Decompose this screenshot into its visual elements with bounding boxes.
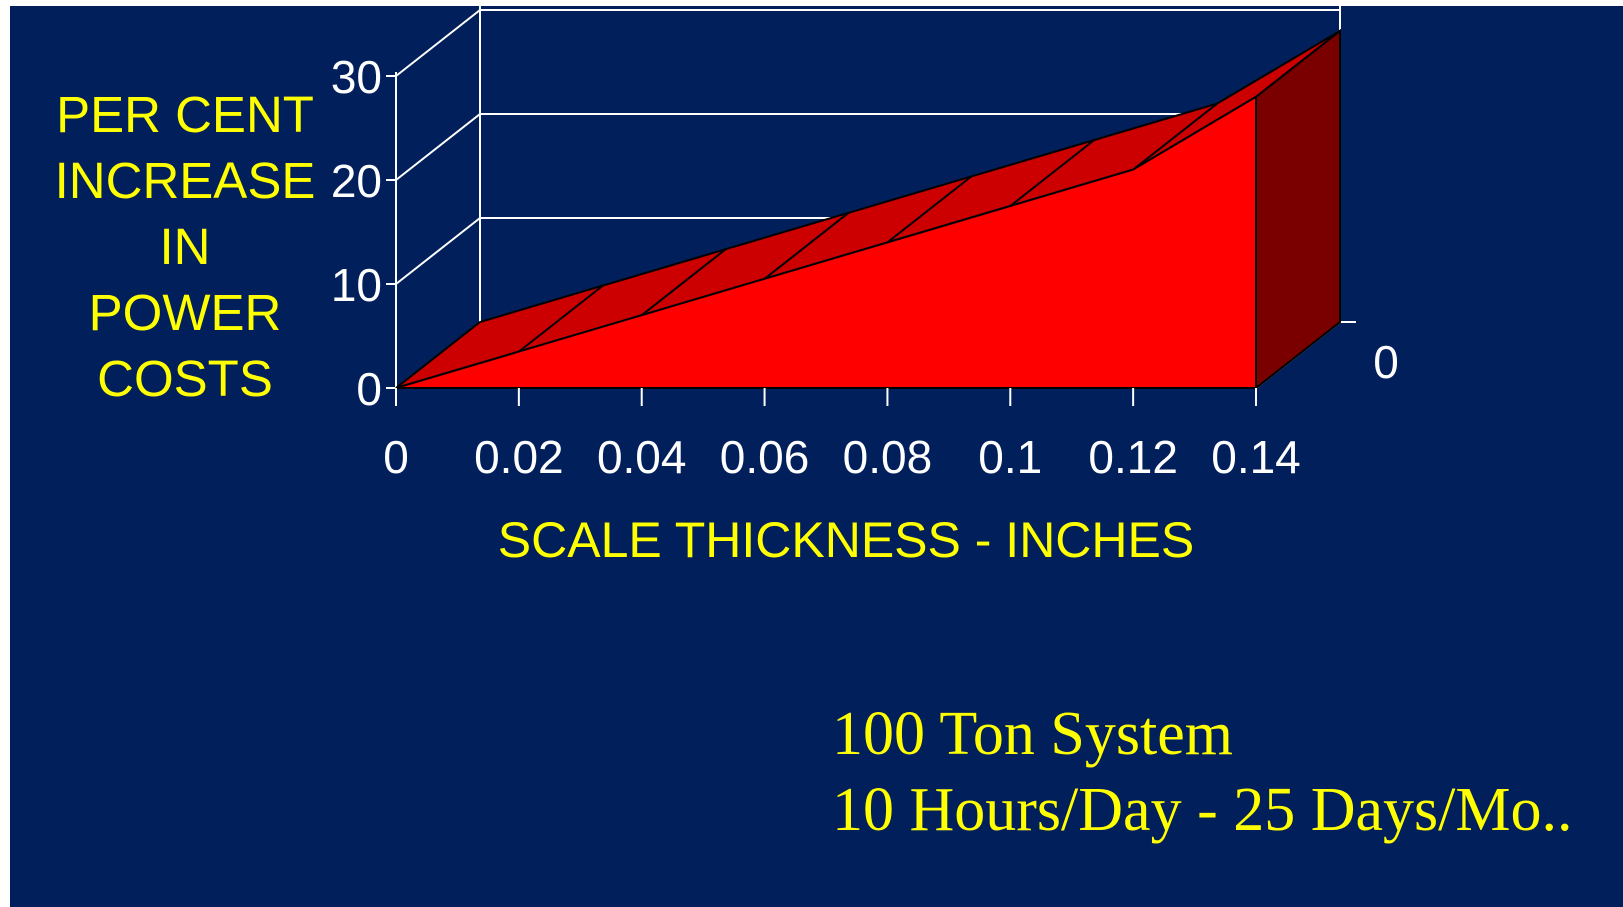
y-axis-label-line-3: IN [159,218,211,275]
x-tick-label-3: 0.06 [720,431,810,483]
y-axis-label-line-5: COSTS [97,350,273,407]
gridline-side-1 [395,217,481,285]
y-axis-label-line-4: POWER [88,284,282,341]
y-tick-label-1: 10 [331,259,382,311]
y-axis-label-line-1: PER CENT [56,86,314,143]
note-operating-schedule: 10 Hours/Day - 25 Days/Mo.. [832,776,1573,844]
gridline-side-2 [395,113,481,181]
top-face-divider-5 [1009,139,1095,207]
note-system-size: 100 Ton System [832,700,1234,768]
top-face-divider-3 [763,212,850,280]
top-face-divider-6 [1132,102,1218,171]
x-tick-label-7: 0.14 [1211,431,1301,483]
y-tick-label-0: 0 [356,363,382,415]
y-tick-label-3: 30 [331,51,382,103]
top-face-divider-2 [641,248,727,316]
x-axis-title: SCALE THICKNESS - INCHES [498,512,1194,568]
x-tick-label-6: 0.12 [1088,431,1178,483]
area-front-face [395,95,1257,389]
top-face-divider-1 [518,284,604,353]
gridline-side-3 [395,9,481,77]
y-tick-label-2: 20 [331,155,382,207]
x-tick-label-4: 0.08 [843,431,933,483]
y-axis-label-line-2: INCREASE [54,152,316,209]
x-tick-label-5: 0.1 [978,431,1042,483]
top-face-divider-4 [886,175,973,244]
x-tick-label-1: 0.02 [474,431,564,483]
chart: 0 10 20 30 0 0.02 0.04 0.06 0.08 0.1 0.12 0.14 0 SCAL… [331,6,1399,568]
x-tick-label-2: 0.04 [597,431,687,483]
depth-axis-label: 0 [1373,336,1399,388]
x-tick-label-0: 0 [383,431,409,483]
slide-background: 0 10 20 30 0 0.02 0.04 0.06 0.08 0.1 0.12 0.14 0 SCAL… [10,6,1623,907]
